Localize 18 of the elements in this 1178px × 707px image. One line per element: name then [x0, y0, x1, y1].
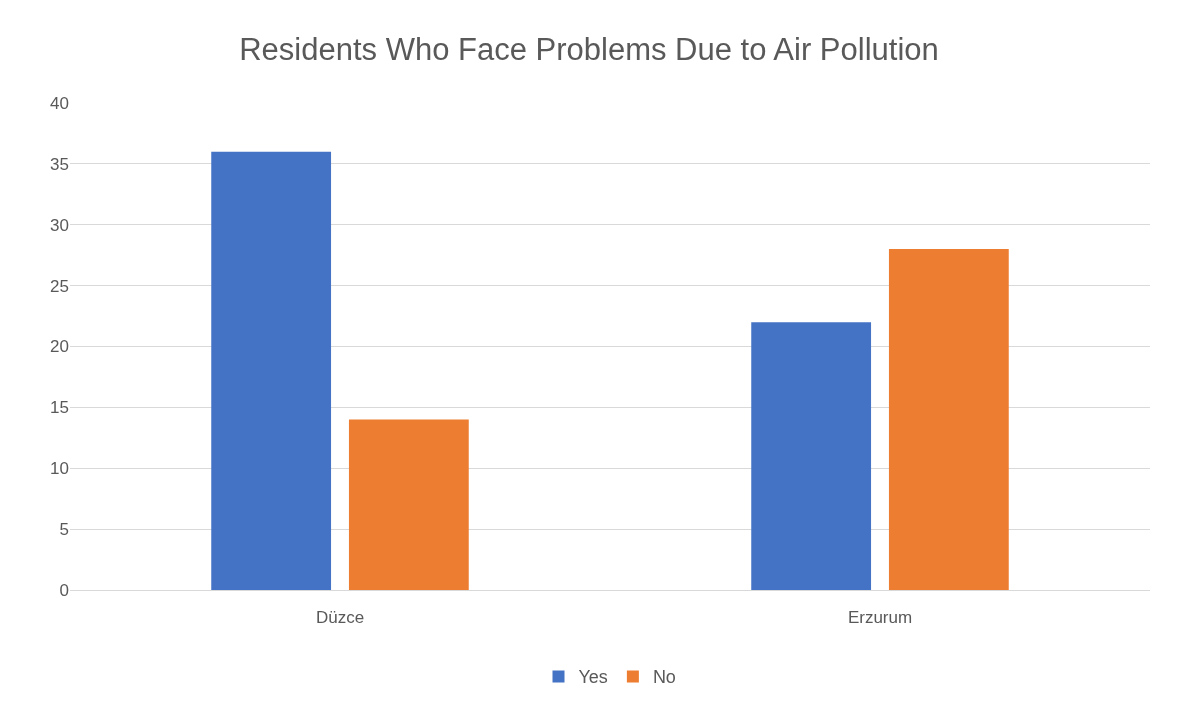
- bar: [211, 151, 332, 590]
- legend-label: Yes: [578, 667, 608, 688]
- y-tick-label: 35: [50, 154, 69, 174]
- y-tick-label: 10: [50, 459, 69, 479]
- y-tick-label: 15: [50, 398, 69, 418]
- x-tick-label: Düzce: [315, 608, 365, 628]
- y-tick-label: 20: [50, 337, 69, 357]
- bar: [888, 249, 1009, 590]
- chart-title: Residents Who Face Problems Due to Air Pollution: [239, 32, 939, 68]
- bar: [751, 322, 872, 590]
- y-tick-label: 0: [59, 580, 69, 600]
- legend-label: No: [652, 667, 676, 688]
- y-tick-label: 30: [50, 215, 69, 235]
- x-tick-label: Erzurum: [847, 608, 913, 628]
- y-tick-label: 5: [59, 520, 69, 540]
- bar: [348, 419, 469, 590]
- y-tick-label: 40: [50, 93, 69, 113]
- y-tick-label: 25: [50, 276, 69, 296]
